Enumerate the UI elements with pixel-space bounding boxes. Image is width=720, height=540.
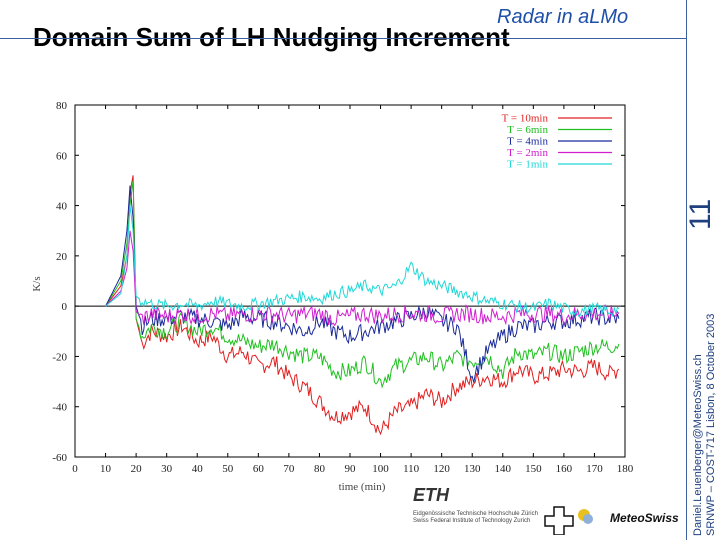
page-number: 11 bbox=[684, 198, 717, 230]
y-tick-label: 60 bbox=[56, 150, 68, 162]
legend-label: T = 6min bbox=[507, 124, 548, 136]
chart: 0 10 20 30 40 50 60 70 80 90 100 110 120 130 140 150 160… bbox=[31, 100, 634, 493]
x-tick-label: 0 bbox=[72, 463, 78, 475]
legend-label: T = 2min bbox=[507, 147, 548, 159]
eth-logo-subtitle-2: Swiss Federal Institute of Technology Zu… bbox=[413, 518, 531, 524]
series-line bbox=[105, 230, 620, 327]
y-tick-label: -40 bbox=[52, 402, 67, 414]
header-divider bbox=[0, 38, 686, 39]
x-tick-label: 50 bbox=[222, 463, 234, 475]
x-tick-label: 70 bbox=[283, 463, 295, 475]
x-tick-label: 100 bbox=[372, 463, 389, 475]
footer-email: Daniel.Leuenberger@MeteoSwiss.ch bbox=[692, 354, 704, 536]
logo-area: ETH Eidgenössische Technische Hochschule… bbox=[405, 485, 685, 540]
x-tick-label: 120 bbox=[433, 463, 450, 475]
y-tick-label: 0 bbox=[62, 301, 68, 313]
x-tick-label: 140 bbox=[495, 463, 512, 475]
swiss-cross-icon bbox=[544, 506, 593, 535]
y-tick-label: -20 bbox=[52, 351, 67, 363]
slide-subtitle: Radar in aLMo bbox=[497, 6, 629, 28]
x-tick-label: 10 bbox=[100, 463, 112, 475]
x-tick-label: 130 bbox=[464, 463, 481, 475]
eth-logo: ETH bbox=[413, 485, 449, 505]
series-line bbox=[105, 185, 620, 383]
x-tick-label: 160 bbox=[556, 463, 573, 475]
y-tick-label: 40 bbox=[56, 201, 68, 213]
series-lines bbox=[105, 175, 620, 436]
x-tick-label: 150 bbox=[525, 463, 542, 475]
x-tick-label: 110 bbox=[403, 463, 420, 475]
y-tick-label: 80 bbox=[56, 100, 68, 112]
y-axis-label: K/s bbox=[31, 276, 43, 291]
x-tick-label: 90 bbox=[345, 463, 357, 475]
y-tick-label: -60 bbox=[52, 452, 67, 464]
eth-logo-subtitle: Eidgenössische Technische Hochschule Zür… bbox=[413, 511, 538, 525]
y-tick-label: 20 bbox=[56, 251, 68, 263]
legend-label: T = 10min bbox=[502, 113, 549, 125]
x-tick-label: 180 bbox=[617, 463, 634, 475]
axis-ticks: 0 10 20 30 40 50 60 70 80 90 100 110 120 130 140 150 160… bbox=[52, 100, 633, 475]
x-tick-label: 30 bbox=[161, 463, 173, 475]
x-tick-label: 60 bbox=[253, 463, 265, 475]
meteoswiss-logo: MeteoSwiss bbox=[610, 511, 679, 525]
legend-label: T = 1min bbox=[507, 159, 548, 171]
slide-title: Domain Sum of LH Nudging Increment bbox=[33, 22, 510, 52]
legend-label: T = 4min bbox=[507, 136, 548, 148]
series-line bbox=[105, 180, 620, 389]
eth-logo-subtitle-1: Eidgenössische Technische Hochschule Zür… bbox=[413, 511, 538, 517]
footer-event: SRNWP – COST-717 Lisbon, 8 October 2003 bbox=[705, 313, 717, 536]
sidebar bbox=[686, 0, 720, 540]
x-tick-label: 40 bbox=[192, 463, 204, 475]
series-line bbox=[105, 205, 620, 318]
x-tick-label: 20 bbox=[131, 463, 143, 475]
x-tick-label: 80 bbox=[314, 463, 326, 475]
x-tick-label: 170 bbox=[586, 463, 603, 475]
x-axis-label: time (min) bbox=[339, 481, 386, 493]
